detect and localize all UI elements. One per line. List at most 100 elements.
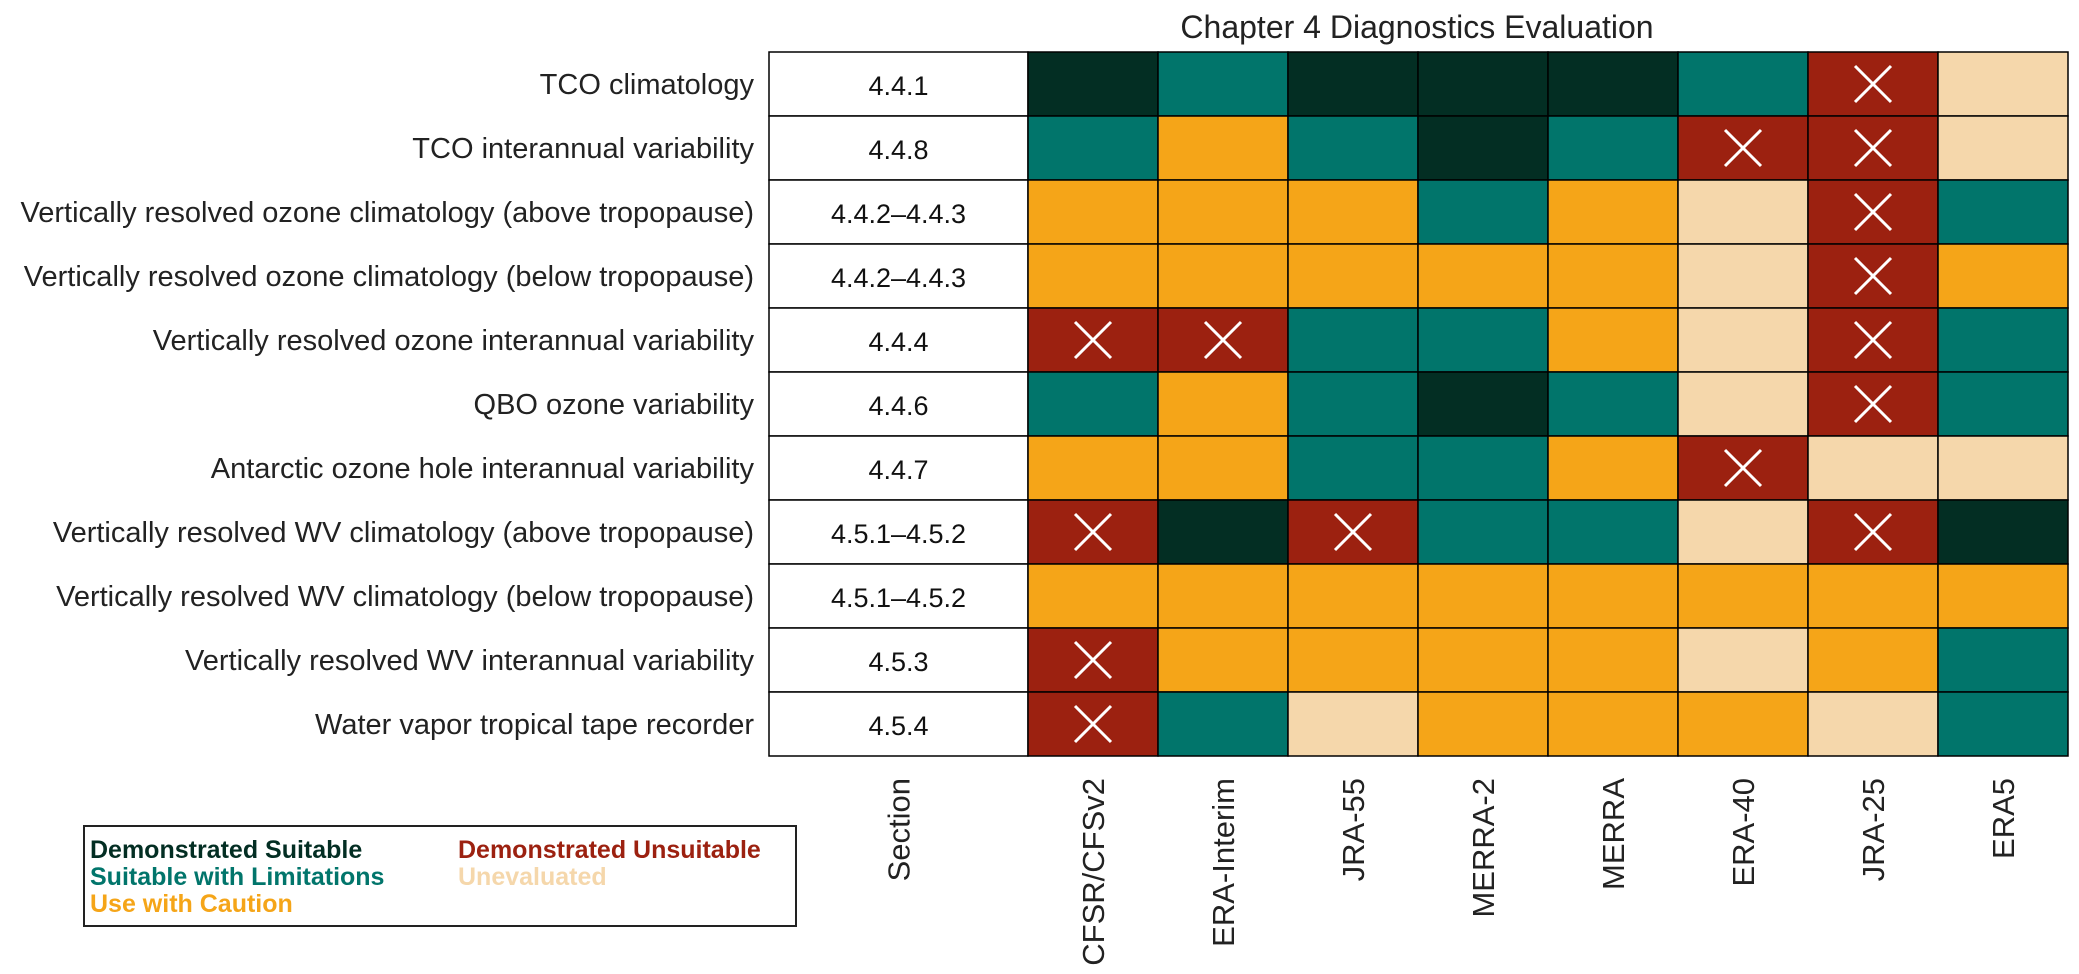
heatmap-cell — [1547, 691, 1679, 757]
heatmap-cell — [1677, 691, 1809, 757]
row-label: Vertically resolved WV climatology (belo… — [56, 581, 754, 613]
legend-entry: Demonstrated Suitable — [90, 836, 362, 864]
section-column-label: Section — [882, 778, 917, 881]
section-number: 4.4.2–4.4.3 — [831, 199, 966, 229]
heatmap-cell — [1417, 563, 1549, 629]
heatmap-cell — [1027, 563, 1159, 629]
unsuitable-x-marker — [1853, 64, 1893, 104]
column-label: ERA-40 — [1726, 778, 1761, 887]
heatmap-cell — [1937, 627, 2069, 693]
heatmap-cell — [1287, 691, 1419, 757]
heatmap-cell — [1027, 435, 1159, 501]
section-number: 4.4.6 — [868, 391, 928, 421]
heatmap-cell — [1547, 307, 1679, 373]
unsuitable-x-marker — [1333, 512, 1373, 552]
unsuitable-x-marker — [1723, 448, 1763, 488]
chart-title: Chapter 4 Diagnostics Evaluation — [1180, 9, 1653, 45]
heatmap-cell — [1937, 691, 2069, 757]
section-column: 4.4.1 4.4.8 4.4.2–4.4.3 4.4.2–4.4.3 4.4.4 4.4… — [768, 51, 1029, 757]
heatmap-cells — [1027, 51, 2069, 757]
row-label: TCO climatology — [540, 69, 755, 101]
row-label: Vertically resolved ozone interannual va… — [153, 325, 755, 357]
heatmap-cell — [1157, 691, 1289, 757]
heatmap-cell — [1417, 243, 1549, 309]
heatmap-cell — [1807, 627, 1939, 693]
unsuitable-x-marker — [1853, 512, 1893, 552]
row-label: TCO interannual variability — [412, 133, 754, 165]
section-cell — [768, 115, 1029, 181]
heatmap-cell — [1937, 179, 2069, 245]
row-label: Vertically resolved ozone climatology (a… — [21, 197, 754, 229]
unsuitable-x-marker — [1853, 384, 1893, 424]
legend-entry: Unevaluated — [458, 863, 607, 891]
row-labels: TCO climatology TCO interannual variabili… — [21, 69, 755, 741]
heatmap-cell — [1157, 435, 1289, 501]
legend-box — [83, 825, 797, 927]
heatmap-cell — [1547, 243, 1679, 309]
section-number: 4.4.4 — [868, 327, 928, 357]
unsuitable-x-marker — [1203, 320, 1243, 360]
heatmap-cell — [1937, 307, 2069, 373]
heatmap-cell — [1157, 563, 1289, 629]
heatmap-cell — [1807, 563, 1939, 629]
row-label: Vertically resolved WV climatology (abov… — [53, 517, 754, 549]
section-cell — [768, 627, 1029, 693]
heatmap-cell — [1937, 115, 2069, 181]
section-number: 4.4.8 — [868, 135, 928, 165]
heatmap-cell — [1547, 371, 1679, 437]
heatmap-cell — [1027, 179, 1159, 245]
heatmap-cell — [1937, 435, 2069, 501]
column-labels: Section CFSR/CFSv2 ERA-Interim JRA-55 MERRA-… — [882, 778, 2022, 966]
unsuitable-x-marker — [1853, 192, 1893, 232]
heatmap-cell — [1287, 307, 1419, 373]
heatmap-cell — [1157, 179, 1289, 245]
section-number: 4.4.7 — [868, 455, 928, 485]
heatmap-cell — [1547, 115, 1679, 181]
section-number: 4.5.1–4.5.2 — [831, 519, 966, 549]
column-label: ERA5 — [1986, 778, 2021, 859]
unsuitable-x-marker — [1723, 128, 1763, 168]
heatmap-cell — [1157, 371, 1289, 437]
unsuitable-x-marker — [1073, 512, 1113, 552]
heatmap-cell — [1287, 435, 1419, 501]
heatmap-cell — [1807, 691, 1939, 757]
unsuitable-x-marker — [1073, 640, 1113, 680]
unsuitable-x-marker — [1073, 704, 1113, 744]
column-label: JRA-55 — [1336, 778, 1371, 881]
section-cell — [768, 371, 1029, 437]
section-number: 4.5.3 — [868, 647, 928, 677]
heatmap-cell — [1547, 627, 1679, 693]
heatmap-cell — [1417, 691, 1549, 757]
row-label: Antarctic ozone hole interannual variabi… — [211, 453, 755, 485]
heatmap-cell — [1677, 243, 1809, 309]
heatmap-cell — [1027, 115, 1159, 181]
heatmap-cell — [1287, 243, 1419, 309]
heatmap-cell — [1157, 627, 1289, 693]
heatmap-cell — [1677, 627, 1809, 693]
heatmap-cell — [1417, 51, 1549, 117]
heatmap-cell — [1287, 179, 1419, 245]
heatmap-cell — [1027, 243, 1159, 309]
section-number: 4.5.1–4.5.2 — [831, 583, 966, 613]
heatmap-cell — [1417, 499, 1549, 565]
row-label: QBO ozone variability — [474, 389, 755, 421]
section-cell — [768, 499, 1029, 565]
heatmap-cell — [1547, 563, 1679, 629]
column-label: CFSR/CFSv2 — [1076, 778, 1111, 966]
heatmap-cell — [1677, 371, 1809, 437]
section-number: 4.4.1 — [868, 71, 928, 101]
heatmap-cell — [1937, 243, 2069, 309]
column-label: MERRA — [1596, 778, 1631, 890]
heatmap-cell — [1547, 51, 1679, 117]
legend-entry: Use with Caution — [90, 890, 293, 918]
heatmap-cell — [1937, 499, 2069, 565]
unsuitable-x-marker — [1853, 128, 1893, 168]
unsuitable-x-marker — [1073, 320, 1113, 360]
section-number: 4.4.2–4.4.3 — [831, 263, 966, 293]
heatmap-cell — [1417, 115, 1549, 181]
heatmap-cell — [1417, 371, 1549, 437]
heatmap-cell — [1937, 51, 2069, 117]
heatmap-cell — [1547, 499, 1679, 565]
legend-entry: Demonstrated Unsuitable — [458, 836, 761, 864]
